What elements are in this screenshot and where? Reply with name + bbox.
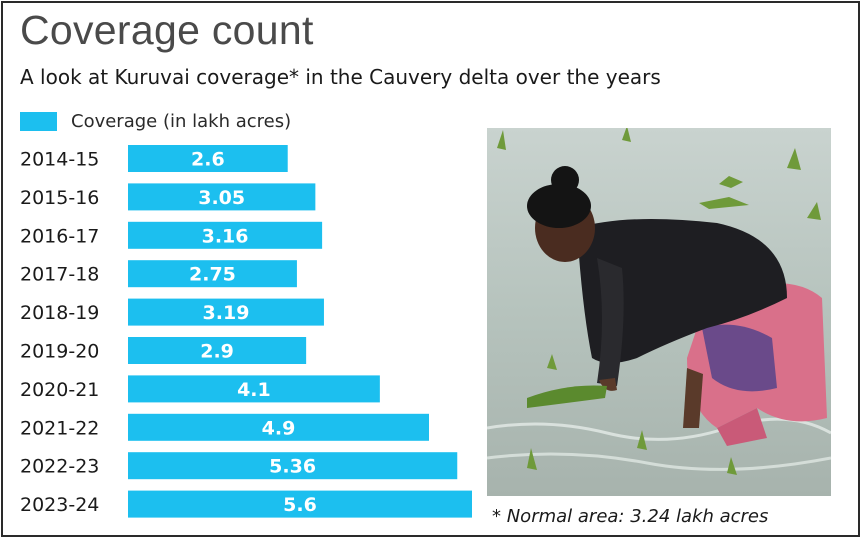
- footnote: * Normal area: 3.24 lakh acres: [492, 506, 769, 527]
- chart-subtitle: A look at Kuruvai coverage* in the Cauve…: [20, 65, 661, 89]
- category-label: 2018-19: [20, 302, 99, 324]
- bar: [128, 452, 458, 480]
- bar: [128, 375, 380, 403]
- chart-title: Coverage count: [20, 7, 314, 53]
- farmer-transplanting-paddy-image: [487, 128, 831, 496]
- legend-swatch: [20, 112, 57, 131]
- bar-value-label: 4.1: [237, 379, 271, 401]
- category-label: 2022-23: [20, 456, 99, 478]
- bar-value-label: 2.9: [200, 341, 234, 363]
- category-label: 2015-16: [20, 187, 99, 209]
- bar-value-label: 4.9: [262, 417, 296, 439]
- legend-label: Coverage (in lakh acres): [71, 111, 292, 132]
- bar-value-label: 3.19: [203, 302, 250, 324]
- category-label: 2021-22: [20, 417, 99, 439]
- bar: [128, 413, 429, 441]
- legend: Coverage (in lakh acres): [20, 111, 291, 132]
- bar: [128, 490, 472, 518]
- bar: [128, 337, 307, 364]
- bar: [128, 183, 316, 211]
- category-label: 2020-21: [20, 379, 99, 401]
- bar: [128, 260, 297, 288]
- bar-value-label: 2.6: [191, 149, 225, 171]
- bar-value-label: 3.16: [202, 225, 249, 247]
- category-label: 2023-24: [20, 494, 99, 516]
- bar: [128, 145, 288, 172]
- bar-value-label: 2.75: [189, 264, 236, 286]
- bar-value-label: 3.05: [198, 187, 245, 209]
- bar-value-label: 5.36: [269, 456, 316, 478]
- bar-value-label: 5.6: [283, 494, 317, 516]
- category-label: 2017-18: [20, 264, 99, 286]
- bar: [128, 221, 323, 249]
- bar: [128, 298, 324, 326]
- category-label: 2014-15: [20, 149, 99, 171]
- category-label: 2019-20: [20, 341, 99, 363]
- category-label: 2016-17: [20, 225, 99, 247]
